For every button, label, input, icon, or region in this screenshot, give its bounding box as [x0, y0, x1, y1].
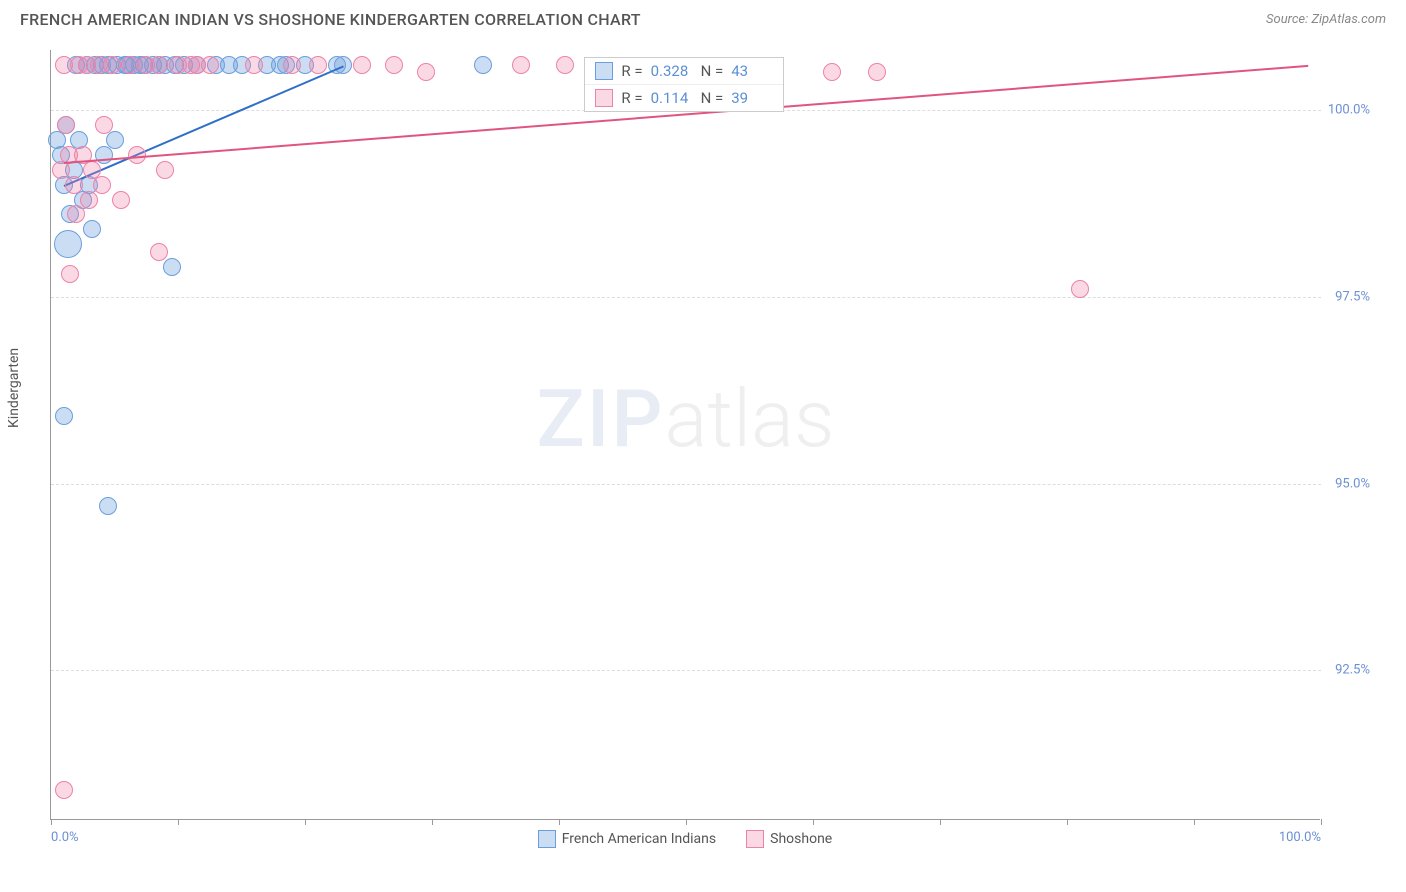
- chart-container: ZIPatlas 100.0%97.5%95.0%92.5%0.0%100.0%…: [50, 50, 1370, 820]
- stats-swatch: [595, 89, 613, 107]
- n-value: 43: [731, 62, 773, 80]
- y-axis-label: Kindergarten: [6, 348, 22, 428]
- ytick-label: 95.0%: [1322, 476, 1370, 491]
- ytick-label: 97.5%: [1322, 289, 1370, 304]
- xtick: [305, 819, 306, 825]
- xtick: [940, 819, 941, 825]
- data-point: [57, 116, 75, 134]
- data-point: [150, 243, 168, 261]
- source-name: ZipAtlas.com: [1311, 12, 1386, 27]
- n-label: N =: [701, 62, 724, 80]
- data-point: [417, 63, 435, 81]
- legend-swatch-french: [538, 830, 556, 848]
- source-prefix: Source:: [1266, 12, 1311, 27]
- data-point: [163, 258, 181, 276]
- data-point: [868, 63, 886, 81]
- data-point: [67, 205, 85, 223]
- legend-label-shoshone: Shoshone: [770, 831, 832, 847]
- xtick: [1321, 819, 1322, 825]
- xtick: [1194, 819, 1195, 825]
- data-point: [201, 56, 219, 74]
- data-point: [556, 56, 574, 74]
- plot-area: ZIPatlas 100.0%97.5%95.0%92.5%0.0%100.0%…: [50, 50, 1320, 820]
- legend-item-shoshone: Shoshone: [746, 830, 832, 848]
- xtick: [813, 819, 814, 825]
- data-point: [121, 56, 139, 74]
- xtick: [686, 819, 687, 825]
- data-point: [156, 161, 174, 179]
- data-point: [283, 56, 301, 74]
- data-point: [823, 63, 841, 81]
- xtick: [1067, 819, 1068, 825]
- data-point: [106, 131, 124, 149]
- correlation-stats-box: R = 0.328 N = 43 R = 0.114 N = 39: [584, 57, 784, 112]
- legend-item-french: French American Indians: [538, 830, 716, 848]
- n-value: 39: [731, 89, 773, 107]
- data-point: [55, 781, 73, 799]
- r-label: R =: [621, 89, 642, 107]
- data-point: [61, 265, 79, 283]
- data-point: [55, 407, 73, 425]
- xtick: [178, 819, 179, 825]
- data-point: [95, 116, 113, 134]
- watermark: ZIPatlas: [537, 372, 835, 466]
- watermark-part2: atlas: [664, 372, 834, 466]
- gridline-h: [51, 670, 1321, 671]
- r-value: 0.328: [651, 62, 693, 80]
- bottom-legend: French American Indians Shoshone: [50, 830, 1320, 848]
- legend-swatch-shoshone: [746, 830, 764, 848]
- r-label: R =: [621, 62, 642, 80]
- data-point: [245, 56, 263, 74]
- xtick: [559, 819, 560, 825]
- data-point: [99, 497, 117, 515]
- data-point: [128, 146, 146, 164]
- r-value: 0.114: [651, 89, 693, 107]
- xtick: [51, 819, 52, 825]
- data-point: [1071, 280, 1089, 298]
- data-point: [93, 176, 111, 194]
- chart-title: FRENCH AMERICAN INDIAN VS SHOSHONE KINDE…: [20, 10, 641, 29]
- data-point: [54, 230, 82, 258]
- stats-swatch: [595, 62, 613, 80]
- stats-row: R = 0.114 N = 39: [585, 84, 783, 111]
- source-attribution: Source: ZipAtlas.com: [1266, 12, 1386, 27]
- watermark-part1: ZIP: [537, 372, 665, 466]
- data-point: [103, 56, 121, 74]
- legend-label-french: French American Indians: [562, 831, 716, 847]
- data-point: [83, 220, 101, 238]
- data-point: [474, 56, 492, 74]
- stats-row: R = 0.328 N = 43: [585, 58, 783, 84]
- data-point: [353, 56, 371, 74]
- chart-header: FRENCH AMERICAN INDIAN VS SHOSHONE KINDE…: [0, 0, 1406, 33]
- ytick-label: 92.5%: [1322, 663, 1370, 678]
- ytick-label: 100.0%: [1322, 102, 1370, 117]
- gridline-h: [51, 484, 1321, 485]
- data-point: [80, 191, 98, 209]
- gridline-h: [51, 297, 1321, 298]
- data-point: [309, 56, 327, 74]
- data-point: [385, 56, 403, 74]
- n-label: N =: [701, 89, 724, 107]
- data-point: [150, 56, 168, 74]
- xtick: [432, 819, 433, 825]
- data-point: [512, 56, 530, 74]
- data-point: [65, 176, 83, 194]
- data-point: [112, 191, 130, 209]
